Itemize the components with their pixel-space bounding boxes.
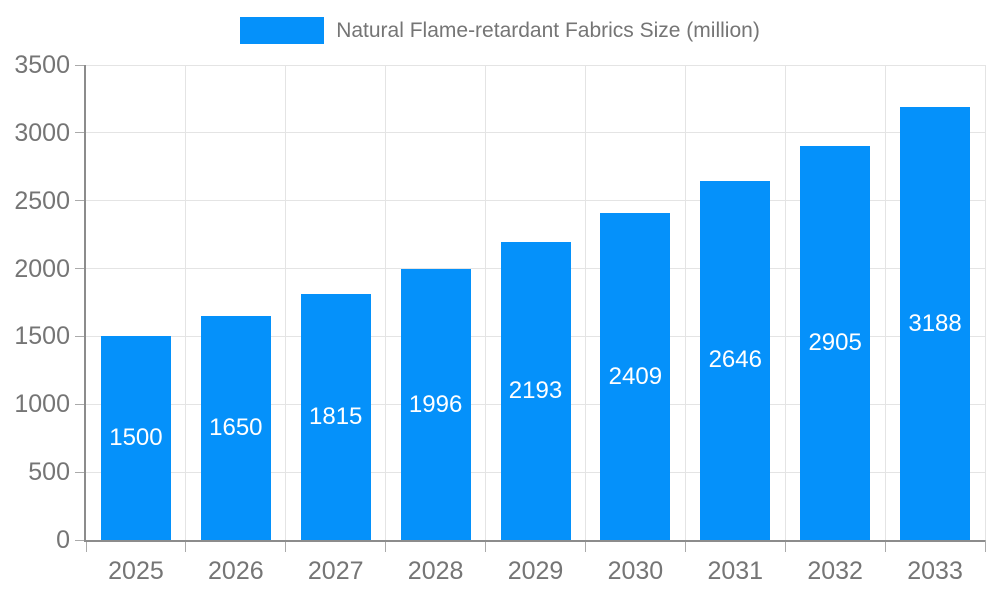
grid-line-horizontal	[86, 132, 985, 134]
bar-value-label: 2646	[708, 346, 762, 374]
x-axis-tick	[185, 540, 187, 552]
y-axis-line	[84, 65, 86, 542]
y-axis-tick	[75, 471, 86, 473]
x-axis-tick	[984, 540, 986, 552]
x-axis-tick	[784, 540, 786, 552]
bar-2025[interactable]	[100, 336, 171, 540]
plot-area: 0 500 1000 1500 2000 2500 3000 3500 1500 2025 1650…	[14, 51, 986, 585]
bar-2030[interactable]	[600, 213, 671, 540]
bar-value-label: 1650	[209, 414, 263, 442]
grid-line-vertical	[485, 65, 487, 540]
grid-line-horizontal	[86, 64, 985, 66]
bar-2026[interactable]	[200, 316, 271, 540]
bar-2032[interactable]	[800, 145, 871, 540]
y-axis-tick	[75, 200, 86, 202]
grid-line-vertical	[584, 65, 586, 540]
x-axis-label: 2028	[407, 557, 464, 585]
legend-label: Natural Flame-retardant Fabrics Size (mi…	[336, 18, 760, 42]
x-axis-line	[84, 540, 985, 542]
bar-2028[interactable]	[400, 269, 471, 540]
y-axis-label: 0	[56, 526, 70, 554]
bar-2033[interactable]	[900, 107, 971, 540]
x-axis-label: 2027	[307, 557, 364, 585]
bar-2029[interactable]	[500, 242, 571, 540]
x-axis-tick	[684, 540, 686, 552]
y-axis-tick	[75, 132, 86, 134]
x-axis-label: 2033	[907, 557, 963, 585]
bar-value-label: 3188	[908, 309, 962, 337]
bar-value-label: 2905	[808, 328, 862, 356]
bar-value-label: 2193	[508, 377, 563, 405]
y-axis-label: 2000	[14, 254, 70, 283]
grid-line-vertical	[884, 65, 886, 540]
bar-value-label: 1500	[109, 424, 163, 452]
grid-line-vertical	[185, 65, 187, 540]
x-axis-label: 2029	[507, 557, 564, 585]
y-axis-tick	[75, 403, 86, 405]
grid-line-horizontal	[86, 200, 985, 202]
grid-line-vertical	[784, 65, 786, 540]
x-axis-tick	[285, 540, 287, 552]
grid-line-vertical	[984, 65, 986, 540]
grid-line-vertical	[285, 65, 287, 540]
y-axis-tick	[75, 268, 86, 270]
x-axis-label: 2025	[108, 557, 164, 585]
x-axis-label: 2031	[707, 557, 764, 585]
bar-2027[interactable]	[300, 293, 371, 540]
x-axis-tick	[85, 540, 87, 552]
x-axis-tick	[584, 540, 586, 552]
y-axis-tick	[75, 335, 86, 337]
y-axis-label: 1000	[14, 390, 70, 419]
x-axis-label: 2032	[807, 557, 863, 585]
legend-swatch	[240, 17, 325, 44]
y-axis-tick	[75, 64, 86, 66]
y-axis-label: 3000	[14, 118, 70, 147]
grid-line-vertical	[385, 65, 387, 540]
x-axis-label: 2026	[208, 557, 264, 585]
x-axis-label: 2030	[607, 557, 664, 585]
y-axis-label: 3500	[14, 51, 70, 79]
y-axis-label: 2500	[14, 186, 70, 215]
bar-value-label: 1815	[309, 402, 363, 430]
bar-value-label: 2409	[608, 362, 663, 390]
y-axis-label: 500	[28, 458, 70, 487]
grid-line-vertical	[684, 65, 686, 540]
bar-2031[interactable]	[700, 180, 771, 540]
x-axis-tick	[485, 540, 487, 552]
y-axis-label: 1500	[14, 322, 70, 351]
bar-value-label: 1996	[408, 390, 463, 418]
x-axis-tick	[884, 540, 886, 552]
legend[interactable]: Natural Flame-retardant Fabrics Size (mi…	[0, 17, 1000, 44]
y-axis-tick	[75, 539, 86, 541]
x-axis-tick	[385, 540, 387, 552]
